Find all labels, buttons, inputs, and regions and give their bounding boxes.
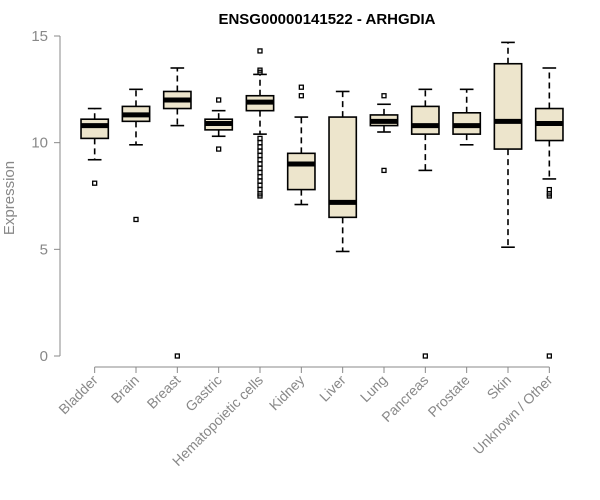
y-axis-label: Expression [1,161,18,235]
outlier-point [298,93,304,99]
outlier-point [216,97,222,103]
y-tick-label: 10 [31,135,48,152]
outlier-point [257,186,263,193]
box-prostate [452,88,482,146]
outlier-point [216,146,222,152]
x-tick-label: Lung [357,372,390,405]
outlier-point [546,353,552,359]
y-tick-label: 5 [40,241,48,258]
iqr-box [286,152,316,191]
chart-title: ENSG00000141522 - ARHGDIA [218,11,435,28]
outlier-point [298,84,304,90]
x-tick-label: Liver [316,372,349,405]
x-tick-label: Prostate [425,372,473,420]
outlier-point [381,167,387,174]
outlier-point [174,353,180,359]
outlier-point [257,135,263,142]
outlier-point [257,69,263,75]
x-tick-label: Breast [144,372,184,412]
box-bladder [80,107,110,186]
box-unknown-other [534,67,564,359]
box-liver [328,90,358,253]
outlier-point [422,353,428,359]
iqr-box [80,118,110,140]
outlier-point [546,186,552,193]
y-tick-label: 0 [40,348,48,365]
box-pancreas [410,88,440,359]
outlier-point [257,48,263,54]
outlier-point [257,152,263,159]
iqr-box [410,105,440,135]
outlier-point [92,180,98,186]
outlier-point [257,144,263,150]
outlier-point [257,165,263,171]
x-tick-label: Bladder [55,372,101,418]
x-tick-label: Skin [484,372,515,403]
box-skin [493,41,523,248]
box-brain [121,88,151,223]
outlier-point [257,193,263,199]
box-lung [369,93,399,174]
outlier-point [546,193,552,199]
x-tick-label: Brain [108,372,142,406]
outlier-point [257,157,263,163]
y-tick-label: 15 [31,28,48,45]
y-axis: 0 5 10 15 [31,28,61,365]
outlier-point [257,182,263,188]
outlier-point [133,216,139,223]
outlier-point [257,174,263,180]
outlier-point [257,169,263,176]
outlier-point [381,93,387,99]
box-breast [162,67,192,359]
box-hematopoietic-cells [245,48,275,199]
outlier-point [257,178,263,184]
box-kidney [286,84,316,206]
outlier-point [257,140,263,146]
box-gastric [204,97,234,152]
iqr-box [493,62,523,150]
outlier-point [257,161,263,167]
outlier-point [257,148,263,154]
x-tick-label: Kidney [266,372,308,414]
boxes-group [80,41,564,359]
